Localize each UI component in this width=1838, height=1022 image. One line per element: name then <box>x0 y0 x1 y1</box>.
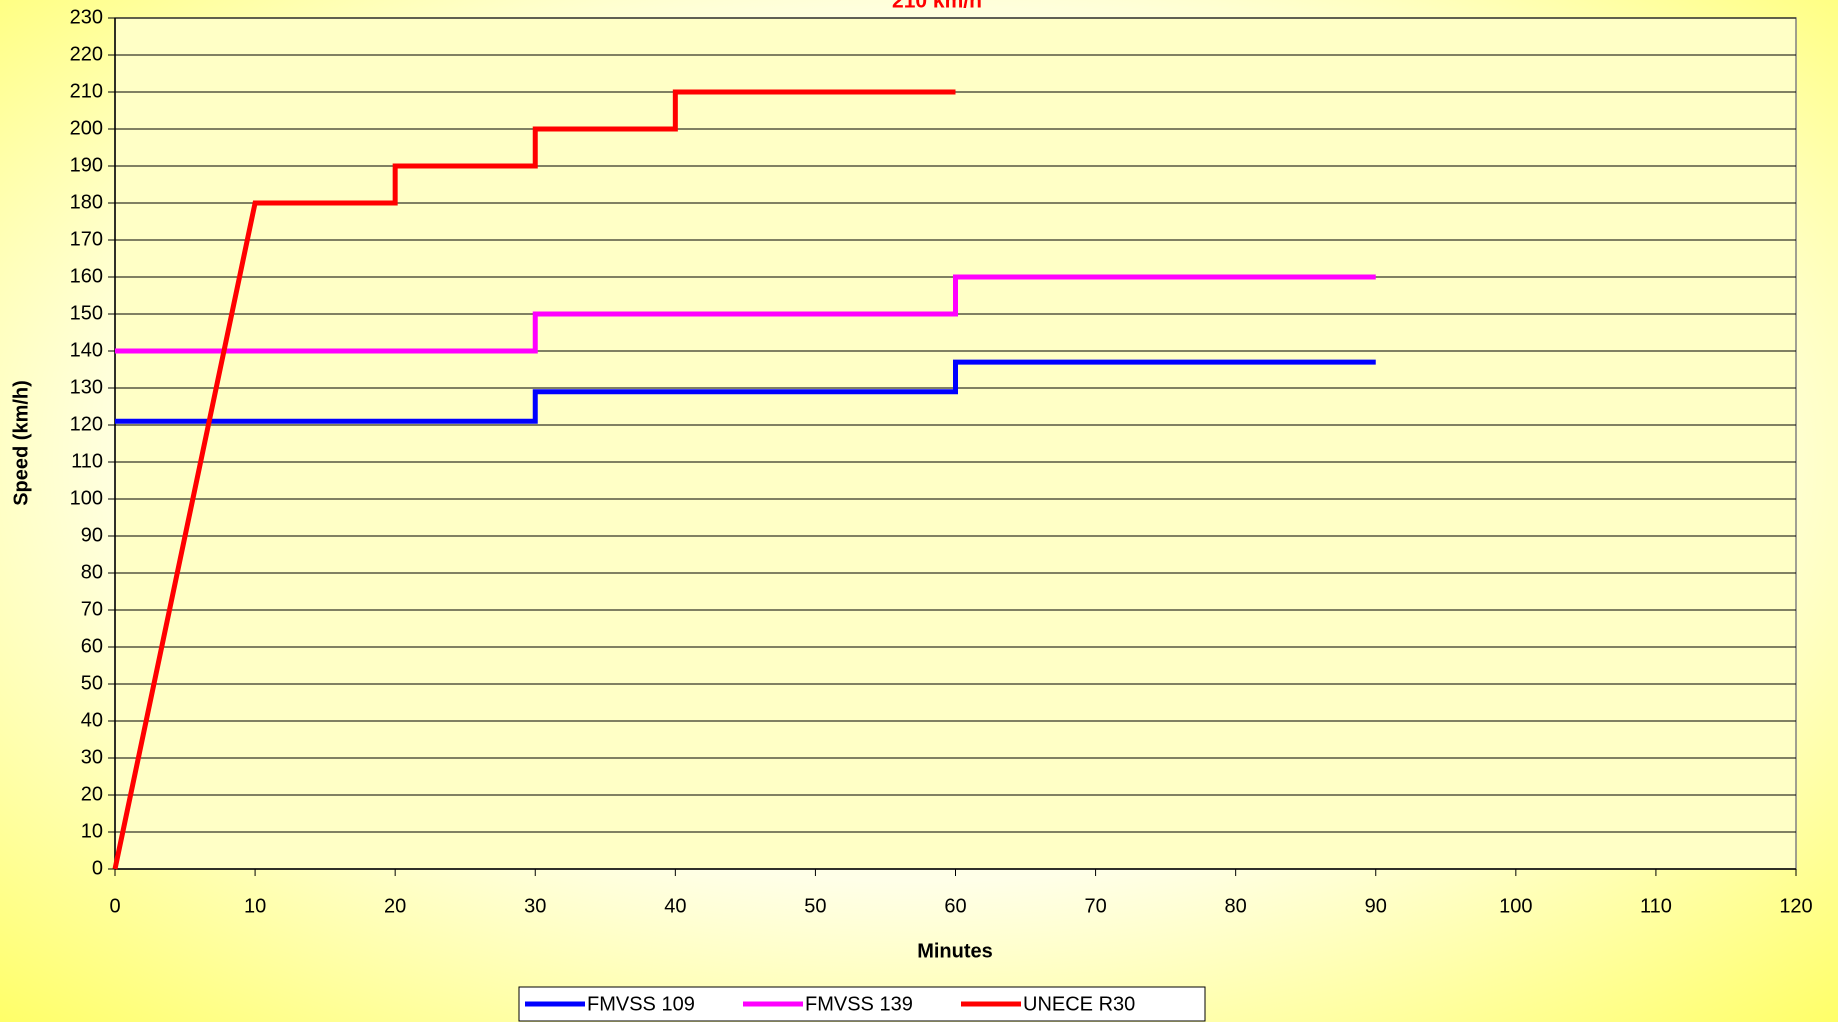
y-tick-label: 30 <box>81 746 103 768</box>
x-tick-label: 20 <box>384 895 406 917</box>
legend-label: FMVSS 109 <box>587 993 695 1015</box>
y-tick-label: 90 <box>81 524 103 546</box>
x-tick-label: 30 <box>524 895 546 917</box>
series-line <box>112 89 956 870</box>
plot-area <box>114 17 1797 870</box>
y-tick-label: 210 <box>70 80 103 102</box>
annotation: 210 km/h <box>892 0 982 13</box>
legend-label: FMVSS 139 <box>805 993 913 1015</box>
y-tick-label: 70 <box>81 598 103 620</box>
x-tick-label: 10 <box>244 895 266 917</box>
legend-label: UNECE R30 <box>1023 993 1135 1015</box>
x-tick-label: 60 <box>944 895 966 917</box>
y-tick-label: 190 <box>70 154 103 176</box>
y-tick-label: 20 <box>81 783 103 805</box>
x-tick-label: 100 <box>1499 895 1532 917</box>
x-axis-label: Minutes <box>917 940 993 962</box>
y-tick-label: 200 <box>70 117 103 139</box>
x-tick-label: 90 <box>1365 895 1387 917</box>
y-tick-label: 10 <box>81 820 103 842</box>
y-tick-label: 150 <box>70 302 103 324</box>
y-tick-label: 160 <box>70 265 103 287</box>
series-line <box>115 274 1376 354</box>
y-tick-label: 110 <box>71 450 103 472</box>
y-tick-label: 100 <box>70 487 103 509</box>
y-tick-label: 80 <box>81 561 103 583</box>
y-tick-label: 230 <box>70 6 103 28</box>
x-tick-label: 40 <box>664 895 686 917</box>
y-tick-label: 120 <box>70 413 103 435</box>
x-tick-label: 120 <box>1779 895 1812 917</box>
x-tick-label: 0 <box>109 895 120 917</box>
y-tick-label: 40 <box>81 709 103 731</box>
y-tick-label: 140 <box>70 339 103 361</box>
y-tick-label: 170 <box>70 228 103 250</box>
y-tick-label: 180 <box>70 191 103 213</box>
x-tick-label: 50 <box>804 895 826 917</box>
y-tick-label: 130 <box>70 376 103 398</box>
x-tick-label: 110 <box>1640 895 1672 917</box>
y-axis-label: Speed (km/h) <box>10 380 32 506</box>
y-tick-label: 0 <box>92 857 103 879</box>
x-tick-label: 80 <box>1225 895 1247 917</box>
legend <box>518 986 1206 1022</box>
y-tick-label: 60 <box>81 635 103 657</box>
x-tick-label: 70 <box>1084 895 1106 917</box>
y-tick-label: 220 <box>70 43 103 65</box>
y-tick-label: 50 <box>81 672 103 694</box>
series-line <box>115 359 1376 424</box>
